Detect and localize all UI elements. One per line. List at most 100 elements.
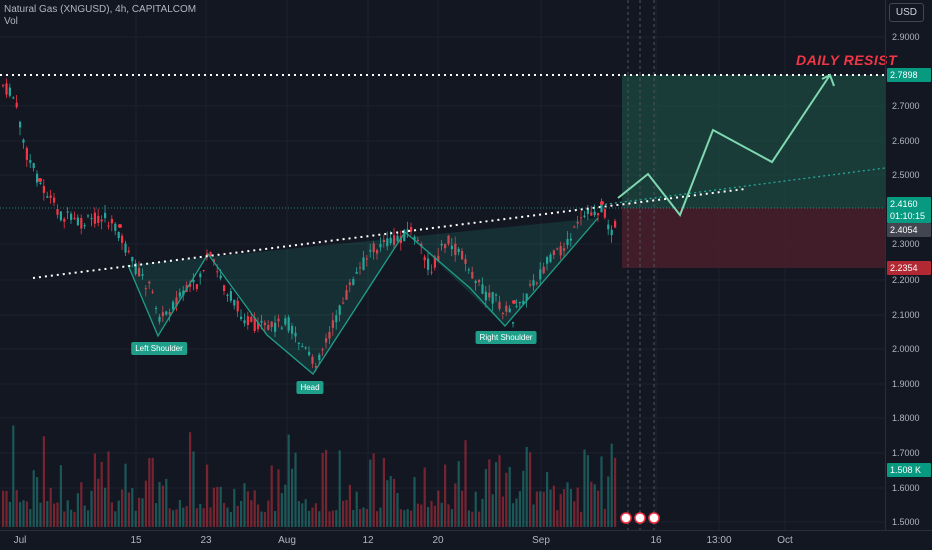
volume-bar bbox=[138, 497, 141, 527]
price-chart[interactable] bbox=[0, 0, 886, 530]
risk-zone[interactable] bbox=[622, 208, 885, 268]
volume-bar bbox=[386, 480, 389, 527]
candle-body bbox=[450, 245, 453, 250]
currency-button[interactable]: USD bbox=[888, 3, 924, 22]
symbol-title[interactable]: Natural Gas (XNGUSD), 4h, CAPITALCOM bbox=[4, 4, 197, 15]
target-price-badge: 2.7898 bbox=[887, 68, 931, 82]
candle-body bbox=[138, 267, 141, 277]
volume-bar bbox=[280, 493, 283, 527]
candle-body bbox=[573, 226, 576, 228]
volume-bar bbox=[212, 487, 215, 527]
candle-body bbox=[457, 248, 460, 253]
volume-bar bbox=[379, 507, 382, 527]
head-shoulders-outline[interactable] bbox=[127, 217, 599, 375]
volume-bar bbox=[114, 511, 117, 527]
time-tick: 20 bbox=[432, 535, 444, 546]
time-tick: Sep bbox=[532, 535, 550, 546]
candle-body bbox=[90, 218, 93, 220]
volume-bar bbox=[461, 490, 464, 527]
time-tick: 15 bbox=[130, 535, 142, 546]
candle-body bbox=[369, 250, 372, 252]
volume-bar bbox=[49, 487, 52, 527]
candle-body bbox=[556, 248, 559, 250]
reward-zone[interactable] bbox=[622, 75, 885, 208]
candle-body bbox=[518, 301, 521, 304]
time-tick: Jul bbox=[13, 535, 27, 546]
volume-bar bbox=[345, 499, 348, 527]
candle-body bbox=[461, 250, 464, 260]
candle-body bbox=[56, 208, 59, 215]
event-icons[interactable] bbox=[620, 512, 660, 524]
volume-bar bbox=[178, 499, 181, 527]
volume-bar bbox=[484, 468, 487, 527]
volume-bar bbox=[328, 511, 331, 527]
candle-body bbox=[338, 305, 341, 315]
volume-bar bbox=[22, 500, 25, 527]
candle-body bbox=[416, 239, 419, 241]
volume-bar bbox=[410, 510, 413, 527]
volume-bar bbox=[246, 491, 249, 527]
time-axis[interactable]: Jul 15 23 Aug 12 20 Sep 16 13:00 Oct bbox=[0, 530, 932, 550]
candle-body bbox=[352, 279, 355, 285]
candle-body bbox=[226, 294, 229, 297]
volume-bar bbox=[131, 488, 134, 527]
volume-bar bbox=[593, 484, 596, 527]
volume-bar bbox=[321, 452, 324, 527]
candle-body bbox=[131, 257, 134, 262]
volume-bar bbox=[172, 510, 175, 527]
candle-body bbox=[229, 291, 232, 301]
volume-bar bbox=[372, 453, 375, 527]
price-axis[interactable]: USD 2.9000 2.7000 2.6000 2.5000 2.3000 2… bbox=[885, 0, 932, 530]
volume-bar bbox=[454, 483, 457, 527]
candle-body bbox=[87, 215, 90, 217]
time-tick: 13:00 bbox=[706, 535, 732, 546]
left-shoulder-label[interactable]: Left Shoulder bbox=[131, 342, 187, 355]
volume-bar bbox=[148, 458, 151, 527]
candle-body bbox=[444, 244, 447, 249]
volume-bars bbox=[2, 425, 617, 527]
volume-bar bbox=[257, 504, 260, 527]
candle-body bbox=[246, 316, 249, 326]
candle-body bbox=[355, 271, 358, 274]
candle-body bbox=[569, 238, 572, 241]
time-tick: Aug bbox=[278, 535, 296, 546]
candle-body bbox=[195, 284, 198, 289]
volume-bar bbox=[389, 476, 392, 527]
volume-bar bbox=[93, 453, 96, 527]
candle-body bbox=[522, 300, 525, 305]
volume-bar bbox=[294, 452, 297, 527]
volume-bar bbox=[535, 491, 538, 527]
projected-path[interactable] bbox=[617, 74, 831, 218]
candle-body bbox=[433, 256, 436, 268]
candle-body bbox=[22, 139, 25, 143]
candle-body bbox=[236, 300, 239, 312]
volume-bar bbox=[552, 485, 555, 527]
volume-bar bbox=[308, 510, 311, 527]
price-tick: 1.5000 bbox=[892, 517, 920, 527]
candle-body bbox=[342, 302, 345, 304]
volume-bar bbox=[325, 449, 328, 527]
time-tick: 23 bbox=[200, 535, 212, 546]
volume-bar bbox=[331, 510, 334, 527]
candle-body bbox=[539, 269, 542, 280]
volume-bar bbox=[155, 503, 158, 527]
candle-body bbox=[36, 173, 39, 183]
candle-body bbox=[406, 229, 409, 232]
volume-legend[interactable]: Vol bbox=[4, 16, 18, 27]
time-tick: Oct bbox=[777, 535, 793, 546]
right-shoulder-label[interactable]: Right Shoulder bbox=[475, 331, 537, 344]
candle-body bbox=[597, 213, 600, 216]
volume-bar bbox=[297, 501, 300, 527]
volume-bar bbox=[382, 457, 385, 527]
head-label[interactable]: Head bbox=[296, 381, 324, 394]
candle-body bbox=[39, 182, 42, 184]
candle-body bbox=[46, 196, 49, 198]
countdown-badge: 01:10:15 bbox=[887, 209, 931, 223]
volume-bar bbox=[457, 461, 460, 527]
candle-body bbox=[114, 223, 117, 231]
volume-bar bbox=[5, 490, 8, 527]
daily-resistance-label[interactable]: DAILY RESIST bbox=[796, 52, 898, 68]
candle-body bbox=[25, 148, 28, 160]
candlesticks[interactable] bbox=[2, 78, 617, 372]
chart-area[interactable]: Natural Gas (XNGUSD), 4h, CAPITALCOM Vol… bbox=[0, 0, 897, 530]
